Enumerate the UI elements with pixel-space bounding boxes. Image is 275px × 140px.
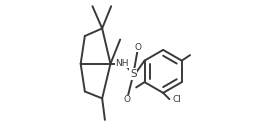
Text: O: O: [135, 43, 142, 52]
Text: O: O: [123, 95, 131, 104]
Text: NH: NH: [116, 59, 129, 68]
Text: Cl: Cl: [172, 95, 181, 104]
Text: S: S: [130, 69, 137, 79]
